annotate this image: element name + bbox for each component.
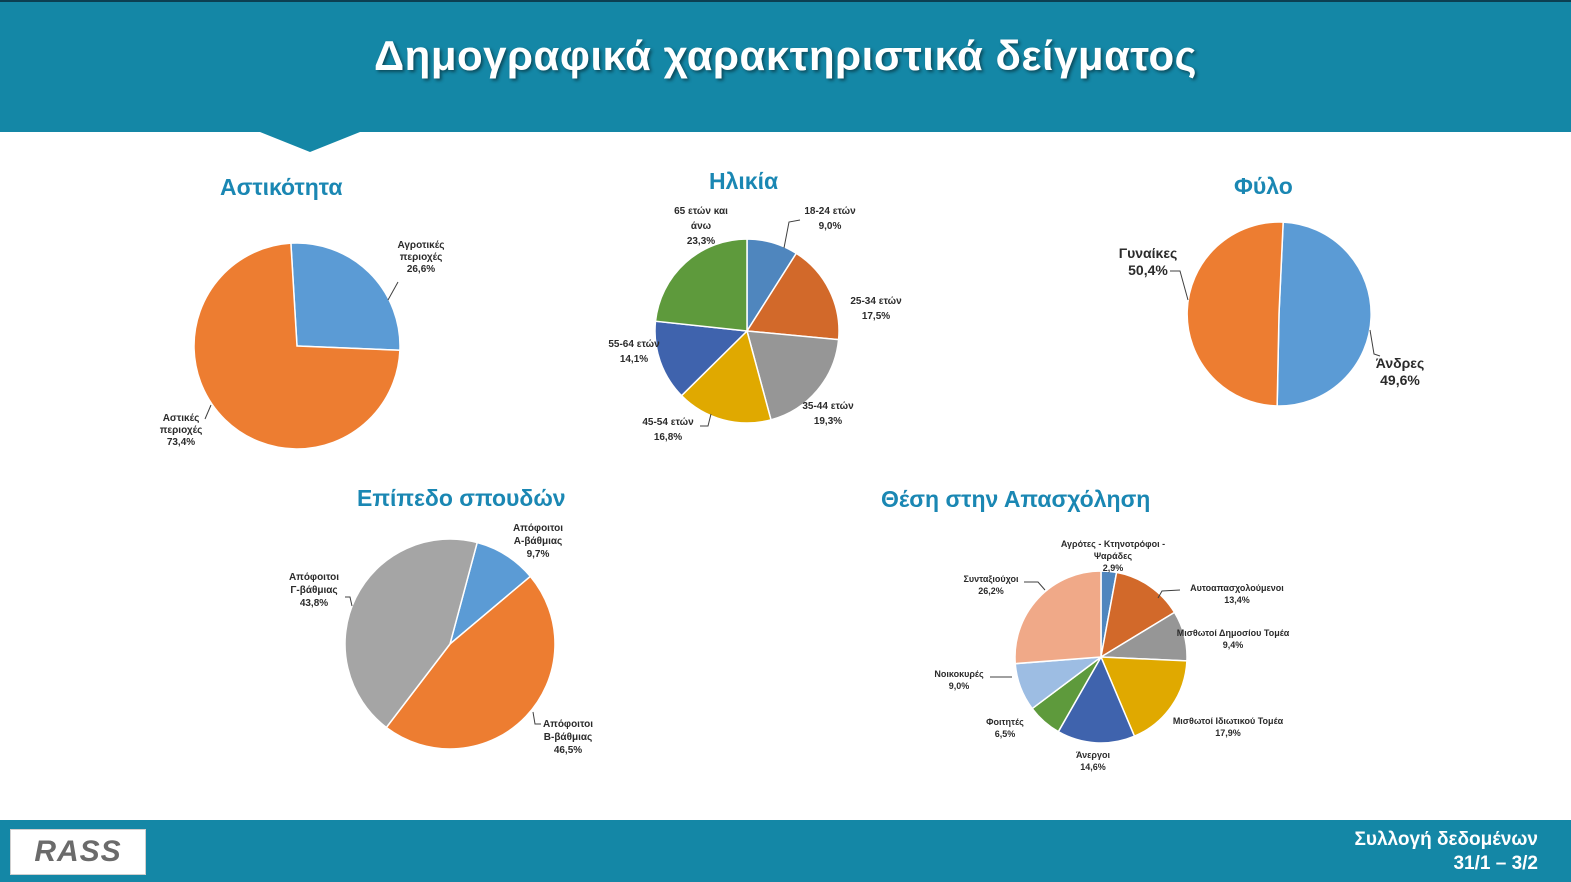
category-label-employment-2: Μισθωτοί Δημοσίου Τομέα <box>1177 628 1290 638</box>
data-label-age-5: 23,3% <box>687 236 715 247</box>
category-label-employment-1: Αυτοαπασχολούμενοι <box>1190 583 1284 593</box>
category-label-age-3: 45-54 ετών <box>642 417 694 428</box>
chart-title-education: Επίπεδο σπουδών <box>357 485 566 511</box>
leader-line-gender-0 <box>1369 329 1381 357</box>
pie-slice-employment-1 <box>1099 571 1176 659</box>
category-label-urbanity-0: Αγροτικές <box>398 240 445 251</box>
category-label-age-4: 55-64 ετών <box>608 339 660 350</box>
category-label-education-2: Γ-βάθμιας <box>290 585 337 596</box>
category-label-urbanity-1: περιοχές <box>160 425 203 436</box>
leader-line-urbanity-1 <box>204 404 212 420</box>
category-label-education-1: Απόφοιτοι <box>543 719 593 730</box>
data-label-employment-0: 2,9% <box>1103 563 1124 573</box>
data-label-education-0: 9,7% <box>527 549 550 560</box>
data-collection-text: Συλλογή δεδομένων <box>1354 829 1538 850</box>
data-label-age-1: 17,5% <box>862 311 890 322</box>
data-label-employment-5: 6,5% <box>995 729 1016 739</box>
category-label-education-1: Β-βάθμιας <box>544 732 592 743</box>
pie-chart-urbanity: Αγροτικέςπεριοχές26,6%Αστικέςπεριοχές73,… <box>160 240 445 450</box>
footer-bar <box>0 820 1571 882</box>
category-label-education-0: Απόφοιτοι <box>513 523 563 534</box>
leader-line-age-0 <box>783 219 801 249</box>
header-banner: Δημογραφικά χαρακτηριστικά δείγματος <box>0 0 1571 132</box>
pie-slice-urbanity-1 <box>193 242 401 450</box>
data-label-employment-4: 14,6% <box>1080 762 1106 772</box>
category-label-gender-0: Άνδρες <box>1376 355 1424 371</box>
header-notch <box>255 130 365 152</box>
category-label-employment-0: Ψαράδες <box>1094 551 1132 561</box>
category-label-employment-0: Αγρότες - Κτηνοτρόφοι - <box>1061 539 1165 549</box>
pie-slice-age-3 <box>680 329 772 424</box>
rass-logo-text: RASS <box>34 835 122 868</box>
category-label-employment-7: Συνταξιούχοι <box>963 574 1019 584</box>
pie-slice-education-2 <box>344 538 479 729</box>
leader-line-employment-1 <box>1157 589 1181 599</box>
category-label-employment-5: Φοιτητές <box>986 717 1024 727</box>
pie-slice-age-1 <box>745 252 840 341</box>
data-label-age-3: 16,8% <box>654 432 682 443</box>
data-label-gender-0: 49,6% <box>1380 372 1420 388</box>
pie-slice-gender-0 <box>1276 221 1372 407</box>
page-title: Δημογραφικά χαρακτηριστικά δείγματος <box>373 32 1197 79</box>
leader-line-gender-1 <box>1170 270 1189 301</box>
category-label-employment-4: Άνεργοι <box>1076 750 1111 760</box>
data-label-employment-6: 9,0% <box>949 681 970 691</box>
pie-slice-employment-4 <box>1057 655 1136 744</box>
pie-chart-employment: Αγρότες - Κτηνοτρόφοι - Ψαράδες 2,9% Αυτοαπ… <box>934 539 1289 772</box>
leader-line-age-3 <box>700 413 712 427</box>
pie-slice-age-2 <box>745 330 840 421</box>
data-label-employment-2: 9,4% <box>1223 640 1244 650</box>
data-collection-label: Συλλογή δεδομένων 31/1 – 3/2 <box>1300 828 1538 876</box>
pie-slice-employment-7 <box>1014 570 1102 665</box>
data-label-urbanity-0: 26,6% <box>407 264 435 275</box>
category-label-age-2: 35-44 ετών <box>802 401 854 412</box>
data-label-age-0: 9,0% <box>819 221 842 232</box>
category-label-age-1: 25-34 ετών <box>850 296 902 307</box>
pie-slice-urbanity-0 <box>290 242 401 352</box>
data-label-education-1: 46,5% <box>554 745 582 756</box>
pie-slice-employment-3 <box>1099 656 1188 738</box>
category-label-education-0: Α-βάθμιας <box>514 536 562 547</box>
category-label-age-5: 65 ετών και <box>674 206 728 217</box>
chart-title-gender: Φύλο <box>1234 173 1293 199</box>
pie-slice-age-5 <box>654 238 748 332</box>
pie-chart-age: 18-24 ετών 9,0% 25-34 ετών 17,5% 35-44 ετών 1… <box>608 206 902 443</box>
data-label-urbanity-1: 73,4% <box>167 437 195 448</box>
chart-title-age: Ηλικία <box>709 168 779 194</box>
pie-slice-education-1 <box>385 575 556 750</box>
category-label-age-0: 18-24 ετών <box>804 206 856 217</box>
category-label-urbanity-1: Αστικές <box>163 413 200 424</box>
pie-slice-gender-1 <box>1186 221 1284 407</box>
data-label-age-4: 14,1% <box>620 354 648 365</box>
data-label-employment-7: 26,2% <box>978 586 1004 596</box>
leader-line-employment-7 <box>1024 581 1046 591</box>
leader-line-urbanity-0 <box>387 281 399 301</box>
chart-title-urbanity: Αστικότητα <box>220 174 343 200</box>
leader-line-education-2 <box>345 596 353 607</box>
data-collection-dates: 31/1 – 3/2 <box>1453 853 1538 874</box>
data-label-gender-1: 50,4% <box>1128 262 1168 278</box>
pie-chart-education: Απόφοιτοι Α-βάθμιας 9,7% Απόφοιτοι Β-βάθμιας… <box>289 523 593 756</box>
chart-title-employment: Θέση στην Απασχόληση <box>881 486 1151 512</box>
data-label-education-2: 43,8% <box>300 598 328 609</box>
category-label-employment-6: Νοικοκυρές <box>934 669 984 679</box>
category-label-age-5: άνω <box>691 221 712 232</box>
rass-logo: RASS <box>10 829 146 875</box>
data-label-age-2: 19,3% <box>814 416 842 427</box>
category-label-gender-1: Γυναίκες <box>1119 245 1178 261</box>
category-label-urbanity-0: περιοχές <box>400 252 443 263</box>
category-label-education-2: Απόφοιτοι <box>289 572 339 583</box>
data-label-employment-1: 13,4% <box>1224 595 1250 605</box>
leader-line-education-1 <box>532 711 541 725</box>
category-label-employment-3: Μισθωτοί Ιδιωτικού Τομέα <box>1173 716 1284 726</box>
data-label-employment-3: 17,9% <box>1215 728 1241 738</box>
pie-slice-age-4 <box>654 320 749 397</box>
